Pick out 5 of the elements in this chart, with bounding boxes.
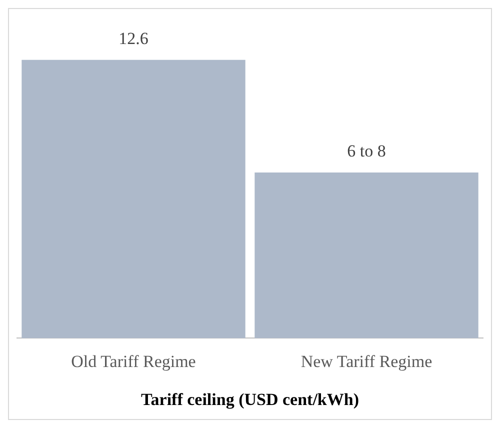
data-label: 6 to 8	[347, 142, 386, 161]
x-tick-label: New Tariff Regime	[300, 352, 432, 371]
x-axis-title: Tariff ceiling (USD cent/kWh)	[140, 390, 360, 410]
x-tick-label: Old Tariff Regime	[71, 352, 196, 371]
data-label: 12.6	[118, 28, 148, 48]
